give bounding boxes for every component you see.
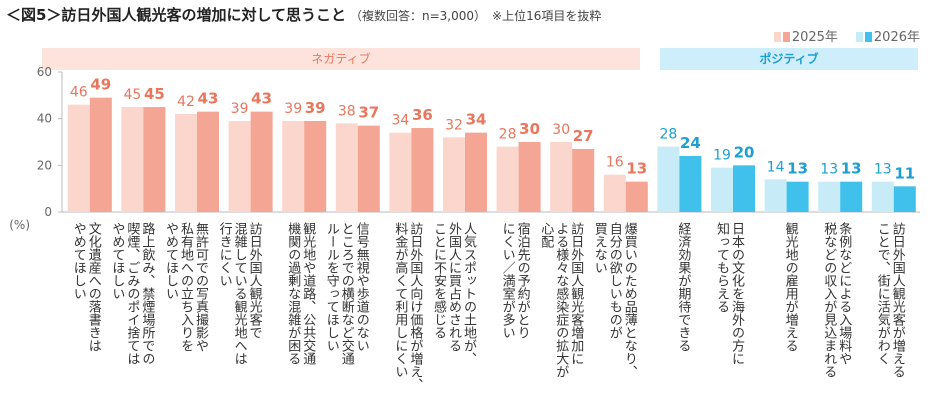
- category-label: 信号無視や歩道のない ところでの横断など交通 ルールを守ってほしい: [323, 222, 369, 365]
- chart-subtitle: （複数回答：n=3,000） ※上位16項目を抜粋: [350, 9, 602, 23]
- bar-2026: [572, 149, 595, 212]
- data-label-2025: 13: [874, 162, 892, 178]
- category-label: 日本の文化を海外の方に 知ってもらえる: [714, 222, 744, 365]
- category-label: 訪日外国人観光客で 混雑している観光地へは 行きにくい: [216, 222, 262, 365]
- data-label-2026: 34: [466, 111, 487, 129]
- bar-2025: [175, 114, 197, 212]
- legend-item-2026: 2026年: [855, 26, 920, 45]
- y-axis-unit: (%): [9, 218, 30, 232]
- bar-2025: [818, 181, 841, 212]
- data-label-2025: 13: [820, 162, 838, 178]
- bar-2026: [679, 156, 702, 212]
- bar-2026: [250, 111, 273, 212]
- bar-2026: [89, 97, 112, 212]
- bar-2025: [550, 142, 573, 212]
- bar-2025: [67, 104, 90, 212]
- category-label: 観光地や道路、公共交通 機関の過剰な混雑が困る: [285, 222, 316, 365]
- data-label-2026: 27: [573, 127, 594, 145]
- bar-2025: [603, 174, 626, 212]
- bar-2025: [711, 167, 733, 212]
- data-label-2026: 45: [144, 85, 165, 103]
- bar-2025: [282, 121, 305, 212]
- data-label-2025: 16: [606, 155, 624, 171]
- positive-group-band: ポジティブ: [660, 48, 918, 70]
- bar-2025: [657, 146, 680, 212]
- bar-2026: [357, 125, 380, 212]
- data-label-2025: 38: [338, 103, 356, 119]
- bar-2025: [443, 137, 465, 212]
- legend-item-2025: 2025年: [773, 26, 838, 45]
- data-label-2025: 42: [177, 94, 195, 110]
- data-label-2025: 39: [284, 101, 302, 117]
- bar-2026: [733, 165, 755, 212]
- data-label-2026: 30: [519, 120, 540, 138]
- bar-2025: [871, 181, 894, 212]
- data-label-2025: 19: [713, 148, 731, 164]
- category-label: 無許可での写真撮影や 私有地への立ち入りを やめてほしい: [163, 222, 208, 352]
- bar-2026: [518, 142, 541, 212]
- data-label-2025: 46: [70, 85, 88, 101]
- y-tick-label: 40: [37, 112, 52, 126]
- data-label-2025: 28: [659, 127, 677, 143]
- data-label-2026: 13: [841, 160, 862, 178]
- category-label: 条例などによる入場料や 税などの収入が見込まれる: [821, 222, 852, 378]
- bar-2025: [764, 179, 787, 212]
- category-label: 訪日外国人観光客増加に よる様々な感染症の拡大が 心配: [538, 222, 584, 378]
- data-label-2025: 14: [767, 159, 785, 175]
- data-label-2026: 11: [894, 164, 915, 182]
- y-tick-label: 0: [44, 205, 52, 219]
- data-label-2026: 49: [90, 76, 111, 94]
- negative-group-band: ネガティブ: [42, 48, 640, 70]
- data-label-2026: 13: [626, 160, 647, 178]
- y-tick-label: 60: [37, 65, 52, 79]
- legend: 2025年 2026年: [773, 26, 920, 45]
- data-label-2026: 37: [358, 104, 379, 122]
- data-label-2026: 43: [198, 90, 219, 108]
- y-tick-label: 20: [37, 158, 52, 172]
- bar-2025: [228, 121, 251, 212]
- bar-2025: [121, 107, 144, 212]
- bar-2026: [893, 186, 916, 212]
- category-label: 路上飲み、禁煙場所での 喫煙、ごみのポイ捨ては やめてほしい: [109, 222, 155, 365]
- bar-2025: [335, 123, 358, 212]
- bar-2026: [304, 121, 327, 212]
- bar-2026: [411, 128, 434, 212]
- bar-2026: [786, 181, 809, 212]
- data-label-2026: 24: [680, 134, 701, 152]
- bar-2026: [143, 107, 166, 212]
- bar-2026: [465, 132, 487, 212]
- data-label-2025: 39: [231, 101, 249, 117]
- data-label-2026: 43: [251, 90, 272, 108]
- category-label: 爆買いのため品薄となり、 自分の欲しいものが 買えない: [591, 222, 637, 378]
- data-label-2025: 34: [391, 113, 409, 129]
- data-label-2026: 39: [305, 99, 326, 117]
- bar-2025: [496, 146, 519, 212]
- bar-2026: [840, 181, 863, 212]
- data-label-2026: 13: [787, 160, 808, 178]
- category-label: 経済効果が期待できる: [675, 222, 691, 352]
- category-label: 観光地の雇用が増える: [782, 222, 798, 352]
- chart-title: ＜図5＞訪日外国人観光客の増加に対して思うこと （複数回答：n=3,000） ※上…: [6, 6, 602, 24]
- category-label: 訪日外国人向け価格が増え、 料金が高くて利用しにくい: [392, 222, 423, 391]
- bar-2025: [389, 132, 412, 212]
- data-label-2025: 30: [552, 122, 570, 138]
- category-label: 宿泊先の予約がとり にくい／満室が多い: [499, 222, 530, 339]
- data-label-2025: 32: [445, 117, 463, 133]
- bar-2026: [625, 181, 648, 212]
- data-label-2025: 28: [499, 127, 517, 143]
- data-label-2025: 45: [123, 87, 141, 103]
- category-label: 人気スポットの土地が、 外国人に買占めされる ことに不安を感じる: [431, 222, 476, 365]
- category-label: 訪日外国人観光客が増える ことで、街に活気がわく: [874, 222, 905, 378]
- bar-2026: [197, 111, 219, 212]
- data-label-2026: 20: [734, 143, 755, 161]
- data-label-2026: 36: [412, 106, 433, 124]
- category-label: 文化遺産への落書きは やめてほしい: [70, 222, 101, 352]
